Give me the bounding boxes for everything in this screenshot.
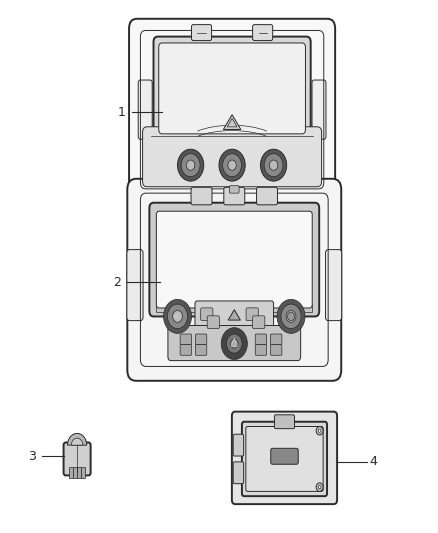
Circle shape xyxy=(286,310,296,322)
FancyBboxPatch shape xyxy=(255,345,267,356)
FancyBboxPatch shape xyxy=(64,442,91,475)
Circle shape xyxy=(316,426,323,435)
FancyBboxPatch shape xyxy=(201,308,213,321)
FancyBboxPatch shape xyxy=(207,316,219,328)
FancyBboxPatch shape xyxy=(138,80,152,139)
Circle shape xyxy=(177,149,204,181)
Polygon shape xyxy=(223,115,241,130)
FancyBboxPatch shape xyxy=(233,434,244,456)
Circle shape xyxy=(288,312,294,321)
Text: 4: 4 xyxy=(370,455,378,468)
Circle shape xyxy=(264,154,283,176)
FancyBboxPatch shape xyxy=(191,187,212,205)
Circle shape xyxy=(181,154,200,176)
FancyBboxPatch shape xyxy=(195,345,207,356)
FancyBboxPatch shape xyxy=(233,462,244,483)
FancyBboxPatch shape xyxy=(143,127,321,187)
FancyBboxPatch shape xyxy=(159,43,305,134)
FancyBboxPatch shape xyxy=(312,80,326,139)
Text: 3: 3 xyxy=(28,450,35,463)
Circle shape xyxy=(167,304,187,329)
Circle shape xyxy=(223,154,241,176)
Circle shape xyxy=(219,149,245,181)
Circle shape xyxy=(226,334,242,353)
FancyBboxPatch shape xyxy=(153,37,311,140)
Polygon shape xyxy=(231,338,237,346)
FancyBboxPatch shape xyxy=(73,467,77,478)
FancyBboxPatch shape xyxy=(127,179,341,381)
FancyBboxPatch shape xyxy=(253,25,273,41)
Text: 1: 1 xyxy=(117,106,125,119)
Circle shape xyxy=(231,339,238,348)
FancyBboxPatch shape xyxy=(255,334,267,345)
FancyBboxPatch shape xyxy=(127,249,143,321)
Wedge shape xyxy=(67,433,87,445)
FancyBboxPatch shape xyxy=(168,326,300,361)
FancyBboxPatch shape xyxy=(81,467,85,478)
Circle shape xyxy=(269,160,278,170)
Wedge shape xyxy=(71,438,83,445)
Circle shape xyxy=(316,483,323,491)
FancyBboxPatch shape xyxy=(271,334,282,345)
Circle shape xyxy=(163,300,191,333)
FancyBboxPatch shape xyxy=(246,308,258,321)
Circle shape xyxy=(228,160,236,170)
FancyBboxPatch shape xyxy=(246,426,323,491)
FancyBboxPatch shape xyxy=(242,422,327,496)
Text: 2: 2 xyxy=(113,276,121,289)
FancyBboxPatch shape xyxy=(275,415,294,429)
FancyBboxPatch shape xyxy=(149,203,319,317)
FancyBboxPatch shape xyxy=(224,187,245,205)
Circle shape xyxy=(281,304,301,329)
FancyBboxPatch shape xyxy=(180,334,191,345)
FancyBboxPatch shape xyxy=(156,211,312,308)
Circle shape xyxy=(318,486,321,489)
FancyBboxPatch shape xyxy=(195,301,274,332)
Circle shape xyxy=(277,300,305,333)
FancyBboxPatch shape xyxy=(77,467,81,478)
FancyBboxPatch shape xyxy=(271,345,282,356)
FancyBboxPatch shape xyxy=(180,345,191,356)
FancyBboxPatch shape xyxy=(191,25,212,41)
FancyBboxPatch shape xyxy=(271,448,298,464)
Polygon shape xyxy=(228,310,240,320)
Circle shape xyxy=(187,160,195,170)
FancyBboxPatch shape xyxy=(232,411,337,504)
Circle shape xyxy=(318,429,321,432)
Circle shape xyxy=(173,310,182,322)
FancyBboxPatch shape xyxy=(156,304,312,312)
FancyBboxPatch shape xyxy=(129,19,335,200)
FancyBboxPatch shape xyxy=(195,334,207,345)
FancyBboxPatch shape xyxy=(253,316,265,328)
FancyBboxPatch shape xyxy=(69,467,73,478)
FancyBboxPatch shape xyxy=(257,187,278,205)
FancyBboxPatch shape xyxy=(230,185,239,193)
FancyBboxPatch shape xyxy=(325,249,342,321)
Circle shape xyxy=(261,149,287,181)
Circle shape xyxy=(221,328,247,360)
